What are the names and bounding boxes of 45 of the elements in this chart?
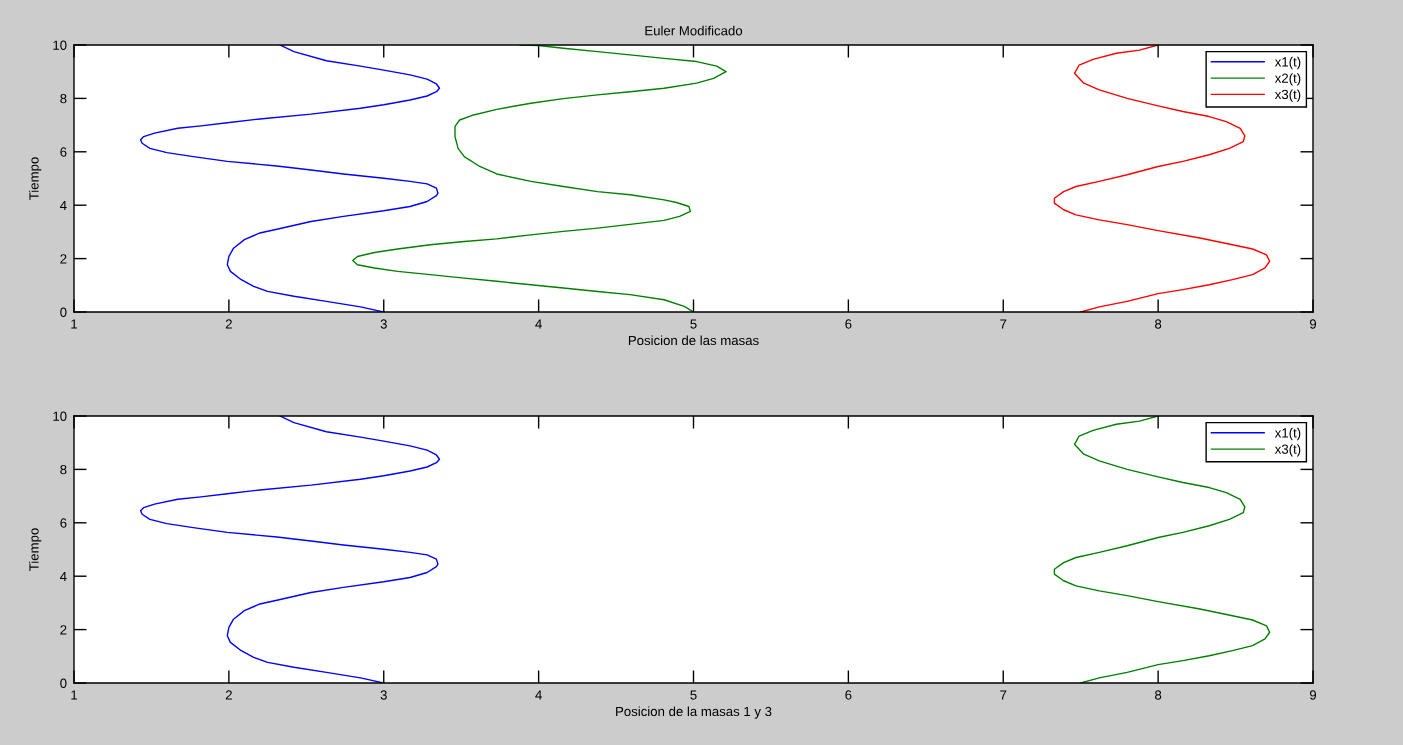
y-axis-title: Tiempo <box>28 528 42 571</box>
line-series <box>139 416 441 683</box>
x-tick-label: 8 <box>1155 319 1162 329</box>
y-tick-label: 4 <box>60 200 67 210</box>
y-tick-label: 8 <box>60 93 67 104</box>
x-tick-label: 3 <box>380 319 387 329</box>
legend-label: x1(t) <box>1274 56 1301 70</box>
x-axis-title: Posicion de la masas 1 y 3 <box>616 706 772 719</box>
y-tick-label: 10 <box>53 411 67 421</box>
legend-label: x1(t) <box>1274 427 1301 441</box>
x-tick-label: 8 <box>1155 690 1162 700</box>
x-tick-label: 4 <box>535 690 542 700</box>
y-tick-label: 6 <box>60 147 67 157</box>
x-axis-title: Posicion de las masas <box>628 335 759 346</box>
y-tick-label: 2 <box>60 254 67 264</box>
y-tick-label: 6 <box>60 518 67 528</box>
y-tick-label: 0 <box>60 307 67 317</box>
x-tick-label: 2 <box>225 319 232 329</box>
line-series <box>1053 416 1271 683</box>
x-tick-label: 5 <box>690 319 697 329</box>
legend-label: x3(t) <box>1274 89 1301 102</box>
line-series <box>1053 45 1271 312</box>
x-tick-label: 6 <box>845 319 852 329</box>
y-tick-label: 10 <box>53 40 67 50</box>
x-tick-label: 1 <box>71 690 78 700</box>
x-tick-label: 9 <box>1309 690 1317 700</box>
legend-label: x2(t) <box>1274 73 1301 86</box>
line-series <box>352 45 727 312</box>
x-tick-label: 3 <box>380 690 387 700</box>
y-tick-label: 0 <box>60 678 67 688</box>
x-tick-label: 4 <box>535 319 542 329</box>
chart-title: Euler Modificado <box>645 25 743 36</box>
line-series <box>139 45 441 312</box>
y-tick-label: 4 <box>60 571 67 581</box>
x-tick-label: 1 <box>71 319 78 329</box>
x-tick-label: 6 <box>845 690 852 700</box>
x-tick-label: 2 <box>225 690 232 700</box>
x-tick-label: 7 <box>1000 319 1007 329</box>
y-tick-label: 8 <box>60 464 67 475</box>
x-tick-label: 9 <box>1309 319 1317 329</box>
y-axis-title: Tiempo <box>28 157 42 200</box>
x-tick-label: 7 <box>1000 690 1007 700</box>
y-tick-label: 2 <box>60 625 67 635</box>
x-tick-label: 5 <box>690 690 697 700</box>
legend-label: x3(t) <box>1274 444 1301 457</box>
